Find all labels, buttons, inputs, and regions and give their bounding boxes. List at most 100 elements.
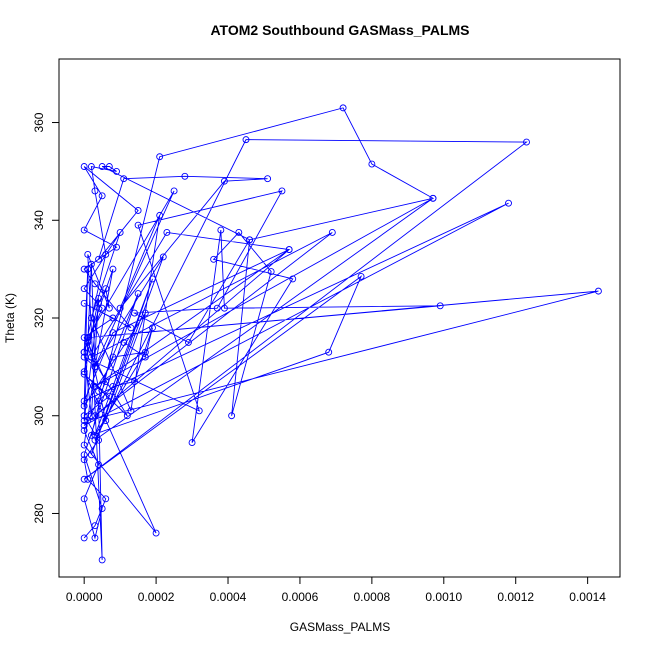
- data-point: [163, 229, 171, 236]
- data-point: [228, 412, 236, 420]
- data-point: [80, 402, 88, 410]
- data-point: [181, 172, 189, 180]
- data-point: [80, 495, 88, 503]
- data-point: [594, 287, 602, 295]
- data-point: [134, 290, 142, 298]
- x-tick-label: 0.0004: [210, 590, 247, 604]
- data-point: [105, 304, 113, 312]
- data-point: [105, 163, 113, 170]
- data-point: [91, 534, 99, 542]
- data-point: [109, 353, 117, 361]
- data-point: [80, 299, 88, 307]
- data-point: [357, 273, 365, 280]
- data-point: [127, 324, 135, 332]
- plot-series: [80, 104, 602, 564]
- data-point: [91, 280, 99, 288]
- data-point: [91, 436, 99, 444]
- data-point: [91, 382, 99, 390]
- data-point: [127, 407, 135, 415]
- data-point: [264, 175, 272, 183]
- data-point: [141, 353, 149, 361]
- data-point: [113, 243, 120, 251]
- data-point: [80, 353, 88, 361]
- data-point: [195, 407, 203, 415]
- data-point: [267, 268, 275, 276]
- data-point: [95, 387, 103, 395]
- data-point: [156, 153, 164, 161]
- data-point: [131, 309, 138, 317]
- data-point: [84, 475, 92, 483]
- data-point: [87, 451, 95, 459]
- data-point: [105, 392, 113, 400]
- data-point: [116, 229, 124, 236]
- y-tick-label: 320: [32, 308, 46, 328]
- data-point: [185, 338, 192, 346]
- data-point: [123, 412, 131, 420]
- x-axis: 0.0000 0.0002 0.0004 0.0006 0.0008 0.0010 0.00…: [66, 576, 606, 604]
- data-point: [84, 338, 92, 346]
- data-point: [80, 426, 88, 434]
- data-point: [278, 187, 286, 195]
- data-point: [80, 475, 88, 483]
- y-tick-label: 300: [32, 405, 46, 425]
- data-point: [98, 505, 106, 513]
- data-point: [95, 436, 103, 444]
- y-axis-label: Theta (K): [3, 293, 17, 343]
- data-point: [87, 353, 95, 361]
- data-point: [95, 397, 103, 405]
- data-point: [131, 378, 138, 385]
- data-point: [102, 378, 110, 385]
- data-point: [134, 207, 142, 214]
- series-line: [83, 107, 599, 560]
- y-tick-label: 280: [32, 503, 46, 523]
- data-point: [80, 456, 88, 464]
- data-point: [213, 304, 221, 312]
- data-point: [289, 275, 297, 283]
- data-point: [87, 260, 95, 268]
- data-point: [87, 314, 95, 322]
- data-point: [98, 163, 106, 170]
- data-point: [87, 412, 95, 420]
- data-point: [91, 412, 99, 420]
- data-point: [109, 382, 117, 390]
- data-point: [217, 226, 225, 234]
- data-point: [84, 417, 92, 425]
- data-point: [113, 167, 120, 175]
- data-point: [149, 324, 156, 332]
- data-point: [339, 104, 347, 112]
- data-point: [220, 177, 228, 185]
- y-tick-label: 360: [32, 112, 46, 132]
- data-point: [80, 397, 88, 405]
- data-point: [80, 451, 88, 459]
- data-point: [95, 461, 103, 469]
- data-point: [98, 304, 106, 312]
- data-point: [80, 334, 88, 341]
- data-point: [159, 253, 167, 261]
- data-point: [152, 529, 160, 537]
- data-point: [80, 285, 88, 293]
- data-point: [91, 187, 99, 195]
- data-point: [80, 368, 88, 376]
- data-point: [210, 255, 218, 263]
- data-point: [368, 160, 376, 168]
- data-point: [95, 255, 103, 263]
- data-point: [80, 163, 88, 170]
- y-axis: 280 300 320 340 360: [32, 112, 60, 523]
- chart-title: ATOM2 Southbound GASMass_PALMS: [210, 22, 469, 38]
- data-point: [436, 302, 444, 310]
- data-point: [80, 265, 88, 273]
- data-point: [242, 136, 250, 144]
- data-point: [120, 175, 128, 183]
- data-point: [116, 304, 124, 312]
- data-point: [91, 522, 99, 530]
- data-point: [102, 251, 110, 258]
- data-point: [98, 556, 106, 564]
- data-point: [95, 295, 103, 302]
- x-tick-label: 0.0008: [354, 590, 391, 604]
- data-point: [505, 199, 512, 207]
- data-point: [98, 192, 106, 200]
- data-point: [102, 285, 110, 293]
- data-point: [120, 338, 128, 346]
- data-point: [141, 348, 149, 356]
- data-point: [109, 329, 117, 337]
